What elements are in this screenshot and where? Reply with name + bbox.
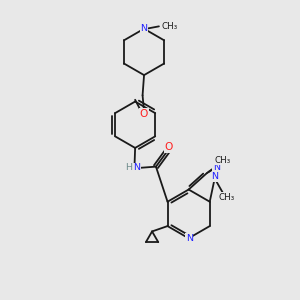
Text: N: N	[134, 163, 140, 172]
Text: H: H	[125, 163, 132, 172]
Text: O: O	[140, 109, 148, 119]
Text: N: N	[213, 163, 220, 172]
Text: N: N	[186, 234, 193, 243]
Text: CH₃: CH₃	[219, 193, 235, 202]
Text: O: O	[164, 142, 172, 152]
Text: N: N	[141, 24, 148, 33]
Text: N: N	[211, 172, 218, 181]
Text: CH₃: CH₃	[215, 156, 231, 165]
Text: CH₃: CH₃	[162, 22, 178, 31]
